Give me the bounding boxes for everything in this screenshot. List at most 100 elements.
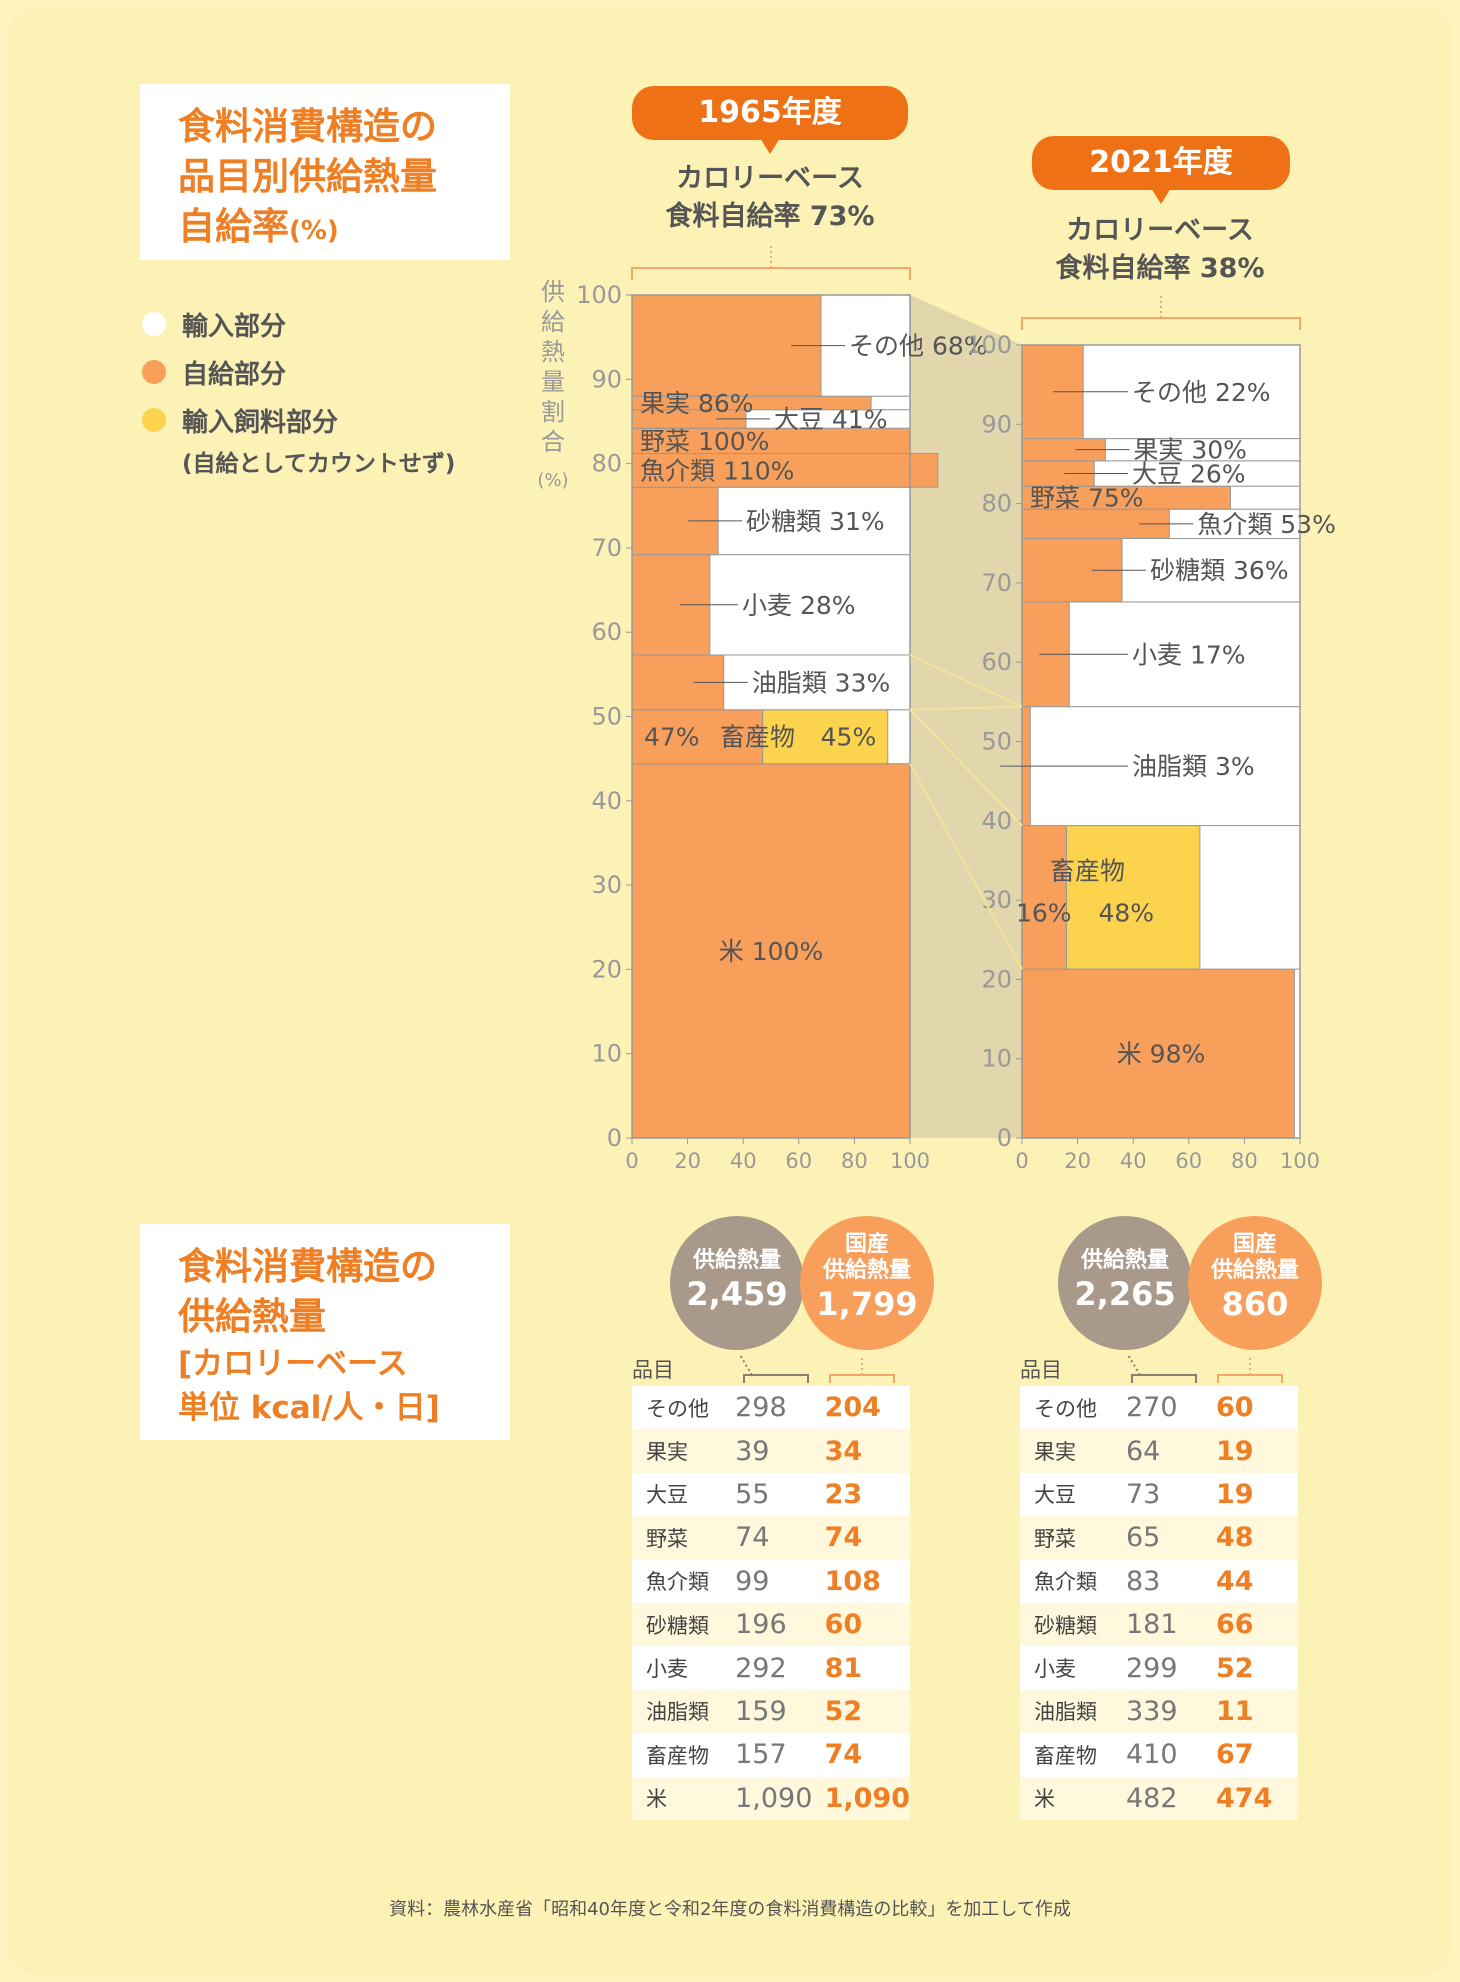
legend-label: 輸入飼料部分 (182, 407, 339, 438)
item-label: その他 68% (849, 332, 988, 361)
domestic-cell: 474 (1216, 1776, 1298, 1820)
circle-label: 国産 供給熱量 (822, 1232, 911, 1283)
item-name-cell: 魚介類 (632, 1559, 736, 1603)
self-segment-魚介類 (631, 452, 939, 488)
y-axis-label-char: 熱 (541, 338, 565, 366)
item-label: 砂糖類 36% (1150, 556, 1289, 585)
table-row: 果実 64 19 (1020, 1429, 1298, 1473)
domestic-cell: 52 (1216, 1646, 1298, 1690)
supply-bracket-dots (739, 1354, 753, 1376)
y-tick-label: 100 (966, 331, 1012, 359)
table-row: 大豆 55 23 (632, 1472, 910, 1517)
supply-column-bracket (1131, 1374, 1197, 1383)
domestic-cell: 52 (824, 1689, 910, 1734)
x-tick-label: 20 (1064, 1149, 1091, 1173)
title-2-subtitle: [カロリーベース 単位 kcal/人・日] (178, 1346, 440, 1426)
circle-domestic-1965: 国産 供給熱量 1,799 (800, 1216, 934, 1350)
item-label: 米 100% (719, 937, 823, 966)
y-axis-unit: (%) (537, 470, 568, 491)
item-label: 畜産物 (720, 723, 795, 752)
y-axis-label-char: 割 (541, 398, 565, 426)
legend-dot-self (142, 360, 166, 384)
item-name-cell: 油脂類 (632, 1689, 736, 1734)
table-row: 砂糖類 181 66 (1020, 1602, 1298, 1647)
supply-cell: 482 (1126, 1776, 1216, 1820)
bracket (1021, 317, 1301, 330)
domestic-cell: 67 (1216, 1733, 1298, 1777)
domestic-column-bracket (829, 1374, 895, 1383)
x-tick-label: 100 (890, 1149, 930, 1173)
domestic-value-1965: 1,799 (816, 1285, 918, 1323)
connector-line (909, 705, 1023, 711)
table-row: 小麦 299 52 (1020, 1646, 1298, 1690)
supply-cell: 99 (735, 1559, 825, 1603)
legend-label: 自給部分 (182, 359, 287, 390)
domestic-cell: 60 (824, 1602, 910, 1647)
connector-line (909, 709, 1023, 827)
domestic-cell: 11 (1216, 1689, 1298, 1734)
table-row: 砂糖類 196 60 (632, 1602, 910, 1647)
x-tick-label: 20 (674, 1149, 701, 1173)
x-tick-label: 40 (730, 1149, 757, 1173)
feed-label: 48% (1098, 898, 1154, 927)
domestic-cell: 44 (1216, 1559, 1298, 1603)
legend-dot-import (142, 312, 166, 336)
y-tick-label: 80 (981, 490, 1012, 518)
legend-note: (自給としてカウントせず) (182, 451, 456, 477)
item-label: 果実 86% (640, 389, 754, 418)
y-tick-label: 0 (997, 1124, 1012, 1152)
item-name-cell: 魚介類 (1020, 1559, 1126, 1603)
supply-cell: 65 (1126, 1516, 1216, 1560)
year-badge-2021: 2021年度 (1032, 136, 1290, 204)
item-label: 小麦 28% (742, 591, 856, 620)
table-row: 油脂類 339 11 (1020, 1689, 1298, 1734)
supply-cell: 270 (1126, 1386, 1216, 1430)
item-name-cell: 畜産物 (1020, 1733, 1126, 1777)
item-name-cell: 野菜 (632, 1516, 736, 1560)
circle-label: 国産 供給熱量 (1210, 1232, 1299, 1283)
bracket (631, 267, 911, 280)
supply-bracket-dots (1127, 1354, 1141, 1376)
domestic-cell: 81 (824, 1646, 910, 1690)
table-row: 畜産物 410 67 (1020, 1733, 1298, 1777)
domestic-cell: 19 (1216, 1429, 1298, 1473)
supply-cell: 83 (1126, 1559, 1216, 1603)
y-tick-label: 80 (591, 450, 622, 478)
y-tick-label: 0 (607, 1124, 622, 1152)
connector-area (910, 295, 1022, 1138)
self-segment-米 (1021, 968, 1295, 1139)
item-label: 大豆 41% (774, 405, 888, 434)
supply-cell: 73 (1126, 1472, 1216, 1517)
domestic-cell: 23 (824, 1472, 910, 1517)
item-label: 果実 30% (1133, 436, 1247, 465)
x-tick-label: 80 (1231, 1149, 1258, 1173)
item-name-cell: 米 (632, 1776, 736, 1820)
self-label: 16% (1016, 898, 1072, 927)
supply-cell: 410 (1126, 1733, 1216, 1777)
y-axis-label-char: 合 (541, 428, 565, 456)
y-tick-label: 40 (591, 787, 622, 815)
supply-cell: 39 (735, 1429, 825, 1473)
item-name-cell: 畜産物 (632, 1733, 736, 1777)
item-name-cell: 油脂類 (1020, 1689, 1126, 1734)
y-tick-label: 60 (981, 648, 1012, 676)
table-row: 野菜 65 48 (1020, 1516, 1298, 1560)
circle-label: 供給熱量 (692, 1248, 781, 1273)
circle-supply-1965: 供給熱量 2,459 (670, 1216, 804, 1350)
table-row: 果実 39 34 (632, 1429, 910, 1473)
y-tick-label: 10 (591, 1040, 622, 1068)
item-name-cell: その他 (632, 1386, 736, 1430)
table-row: 畜産物 157 74 (632, 1733, 910, 1777)
domestic-cell: 74 (824, 1516, 910, 1560)
supply-cell: 292 (735, 1646, 825, 1690)
item-name-cell: その他 (1020, 1386, 1126, 1430)
table-row: 大豆 73 19 (1020, 1472, 1298, 1517)
self-segment-野菜 (631, 427, 911, 454)
domestic-cell: 204 (824, 1386, 910, 1430)
domestic-column-bracket (1217, 1374, 1283, 1383)
circle-domestic-2021: 国産 供給熱量 860 (1188, 1216, 1322, 1350)
legend: 輸入部分 自給部分 輸入飼料部分 (自給としてカウントせず) (142, 300, 455, 478)
title-box-2: 食料消費構造の 供給熱量 [カロリーベース 単位 kcal/人・日] (140, 1224, 510, 1440)
item-label: 小麦 17% (1132, 640, 1246, 669)
y-tick-label: 70 (981, 569, 1012, 597)
